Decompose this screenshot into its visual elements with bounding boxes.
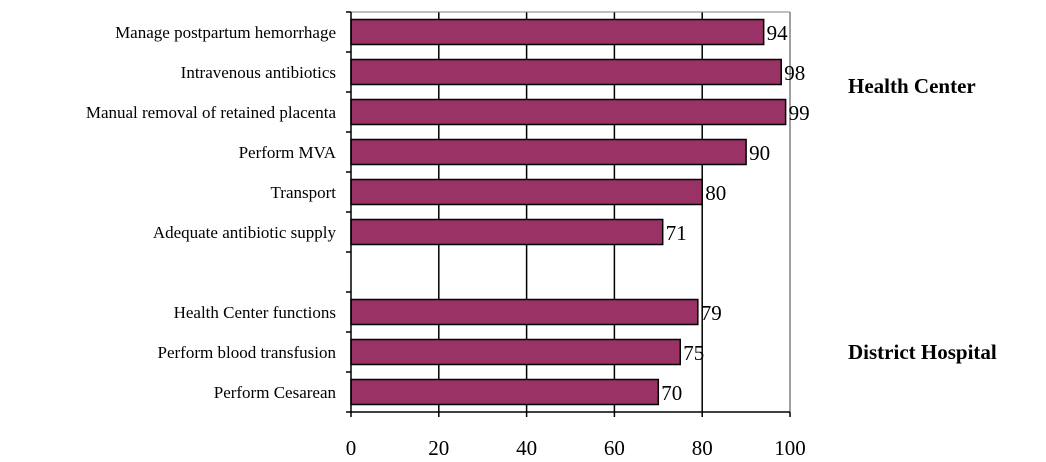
bar-3 <box>350 138 747 166</box>
x-tick-label-60: 60 <box>604 436 625 460</box>
data-label-4: 80 <box>705 181 726 205</box>
data-label-5: 71 <box>666 221 687 245</box>
data-label-7: 79 <box>701 301 722 325</box>
bar-7 <box>350 298 699 326</box>
bar-8 <box>350 338 681 366</box>
category-label-2: Manual removal of retained placenta <box>86 103 337 122</box>
data-label-3: 90 <box>749 141 770 165</box>
data-label-2: 99 <box>789 101 810 125</box>
x-tick-label-0: 0 <box>346 436 357 460</box>
data-label-8: 75 <box>683 341 704 365</box>
bar-1 <box>350 58 782 86</box>
labels: 94 Manage postpartum hemorrhage 98 Intraven… <box>86 21 810 460</box>
x-tick-label-20: 20 <box>428 436 449 460</box>
category-label-5: Adequate antibiotic supply <box>153 223 337 242</box>
category-label-3: Perform MVA <box>239 143 337 162</box>
x-tick-label-100: 100 <box>774 436 806 460</box>
category-label-9: Perform Cesarean <box>214 383 337 402</box>
group-label-district-hospital: District Hospital <box>848 340 997 364</box>
bars <box>350 18 787 406</box>
bar-9 <box>350 378 660 406</box>
axes <box>346 11 791 417</box>
category-label-1: Intravenous antibiotics <box>181 63 336 82</box>
data-label-0: 94 <box>767 21 789 45</box>
category-label-7: Health Center functions <box>174 303 336 322</box>
category-label-8: Perform blood transfusion <box>158 343 337 362</box>
x-tick-label-40: 40 <box>516 436 537 460</box>
bar-2 <box>350 98 787 126</box>
bar-5 <box>350 218 664 246</box>
bar-4 <box>350 178 703 206</box>
category-label-4: Transport <box>271 183 337 202</box>
category-label-0: Manage postpartum hemorrhage <box>115 23 336 42</box>
group-label-health-center: Health Center <box>848 74 976 98</box>
x-tick-label-80: 80 <box>692 436 713 460</box>
bar-0 <box>350 18 765 46</box>
data-label-9: 70 <box>661 381 682 405</box>
data-label-1: 98 <box>784 61 805 85</box>
